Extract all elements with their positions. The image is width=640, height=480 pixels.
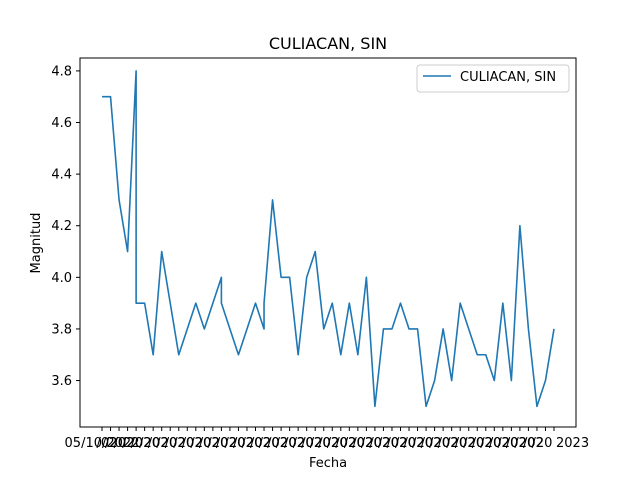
x-tick-label-overlap: /20: [207, 436, 228, 451]
x-tick-label-overlap: /02: [386, 436, 407, 451]
y-axis-ticks: 3.6 3.8 4.0 4.2 4.4 4.6 4.8: [51, 64, 80, 389]
x-tick-label-overlap: /20: [276, 436, 297, 451]
x-tick-label-first: 05/10/2022: [65, 436, 140, 451]
x-tick-label-overlap: /02: [369, 436, 390, 451]
x-tick-label-overlap: /02: [148, 436, 169, 451]
series-line-0: [102, 70, 555, 408]
y-tick-label: 4.4: [51, 168, 72, 183]
y-tick-label: 4.6: [51, 116, 72, 131]
x-tick-label-overlap: /20: [327, 436, 348, 451]
x-tick-label-overlap: /20: [122, 436, 143, 451]
x-tick-label-overlap: /20: [344, 436, 365, 451]
x-tick-label-overlap: /02: [114, 436, 135, 451]
x-tick-label-overlap: /20: [156, 436, 177, 451]
x-tick-label-overlap: /02: [97, 436, 118, 451]
x-tick-label-overlap: /20: [378, 436, 399, 451]
x-tick-label-overlap: /20: [395, 436, 416, 451]
x-tick-label-overlap: /20: [190, 436, 211, 451]
x-tick-label-overlap: /20: [105, 436, 126, 451]
x-axis-label: Fecha: [309, 456, 347, 471]
x-tick-label-overlap: /20: [139, 436, 160, 451]
y-tick-label: 3.6: [51, 374, 72, 389]
series-layer: [102, 70, 555, 408]
legend-box: [416, 64, 570, 93]
x-tick-label-overlap: /20: [259, 436, 280, 451]
x-tick-label-overlap: /02: [182, 436, 203, 451]
legend-entry-label: CULIACAN, SIN: [460, 70, 556, 85]
y-tick-label: 4.2: [51, 219, 72, 234]
x-tick-label-overlap: /02: [284, 436, 305, 451]
x-tick-label-overlap: /20: [173, 436, 194, 451]
x-tick-label-overlap: /02: [455, 436, 476, 451]
x-tick-label-overlap: /20: [242, 436, 263, 451]
x-tick-label-overlap: /02: [421, 436, 442, 451]
x-tick-label-last: 2023: [556, 436, 589, 451]
x-tick-label-overlap: /02: [404, 436, 425, 451]
chart-title: CULIACAN, SIN: [269, 34, 387, 53]
x-tick-label-overlap: /02: [335, 436, 356, 451]
x-tick-label-overlap: /20: [429, 436, 450, 451]
x-tick-label-overlap: /02: [438, 436, 459, 451]
x-tick-label-overlap: /20: [497, 436, 518, 451]
x-axis-ticks: 05/10/2022 2023/02/20/02/20/02/20/02/20/0…: [65, 427, 589, 451]
y-axis-label: Magnitud: [29, 213, 44, 274]
x-tick-label-overlap: /02: [165, 436, 186, 451]
x-tick-label-overlap: /02: [318, 436, 339, 451]
x-tick-label-overlap: /02: [506, 436, 527, 451]
y-tick-label: 4.0: [51, 271, 72, 286]
x-tick-label-overlap: /20: [463, 436, 484, 451]
plot-frame: [79, 57, 577, 428]
y-tick-label: 3.8: [51, 322, 72, 337]
x-tick-label-overlap: /02: [523, 436, 544, 451]
x-tick-label-overlap: /02: [250, 436, 271, 451]
legend: CULIACAN, SIN: [416, 64, 570, 93]
y-tick-label: 4.8: [51, 64, 72, 79]
x-tick-label-overlap: /20: [514, 436, 535, 451]
x-tick-label-overlap: /02: [216, 436, 237, 451]
x-tick-label-overlap: /02: [472, 436, 493, 451]
x-tick-label-overlap: /20: [310, 436, 331, 451]
x-tick-label-overlap: /20: [480, 436, 501, 451]
x-tick-label-overlap: /20: [361, 436, 382, 451]
x-tick-label-overlap: /02: [267, 436, 288, 451]
x-tick-label-overlap: /02: [233, 436, 254, 451]
x-tick-label-overlap: /20: [446, 436, 467, 451]
x-tick-label-overlap: /02: [489, 436, 510, 451]
x-tick-label-overlap: /02: [301, 436, 322, 451]
x-tick-label-overlap: /20: [531, 436, 552, 451]
x-tick-label-overlap: /02: [199, 436, 220, 451]
x-tick-label-overlap: /20: [412, 436, 433, 451]
x-tick-label-overlap: /20: [293, 436, 314, 451]
x-tick-label-overlap: /02: [131, 436, 152, 451]
x-tick-label-overlap: /02: [352, 436, 373, 451]
x-tick-label-overlap: /20: [224, 436, 245, 451]
